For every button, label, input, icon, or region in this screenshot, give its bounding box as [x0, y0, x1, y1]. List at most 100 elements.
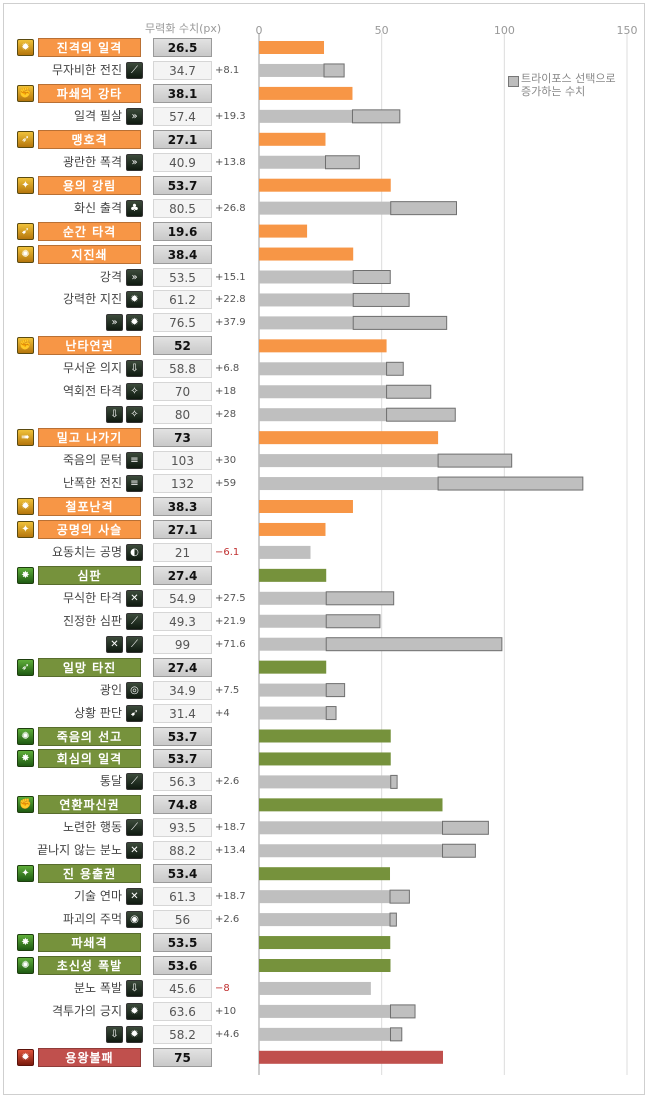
bar-increase — [351, 109, 401, 124]
iron-cannon-icon: ✹ — [17, 498, 34, 515]
delta-label: +4.6 — [215, 1028, 240, 1040]
value-cell: 61.3 — [153, 887, 212, 907]
push-forward-icon: ➠ — [17, 429, 34, 447]
bar-base — [259, 1004, 391, 1018]
delta-label: +13.4 — [215, 845, 246, 857]
value-cell: 99 — [153, 634, 212, 654]
value-cell: 58.8 — [153, 359, 212, 379]
value-cell: 132 — [153, 474, 212, 494]
fighters-pride-icon: ✹ — [126, 1002, 143, 1020]
value-cell: 54.9 — [153, 588, 212, 608]
bar — [259, 339, 387, 353]
bar-base — [259, 454, 439, 468]
supernova-icon: ✺ — [17, 957, 34, 974]
bar-base — [259, 293, 354, 307]
value-cell: 53.5 — [153, 933, 212, 953]
value-cell: 49.3 — [153, 611, 212, 631]
tripod-label: 상황 판단 — [74, 705, 122, 720]
legend-swatch — [508, 76, 519, 87]
value-cell: 38.3 — [153, 497, 212, 516]
bar-base — [259, 155, 326, 169]
skill-label: 철포난격 — [38, 497, 141, 516]
skill-label: 심판 — [38, 565, 141, 585]
bar — [259, 132, 326, 146]
avatar-sortie-icon: ♣ — [126, 199, 143, 217]
tick-label: 50 — [375, 24, 389, 37]
tripod-label: 요동치는 공명 — [51, 544, 122, 559]
bar-base — [259, 821, 443, 835]
fearsome-will-icon: ⇩ — [126, 360, 143, 378]
value-cell: 57.4 — [153, 106, 212, 126]
violent-advance-icon: ≡ — [126, 475, 143, 493]
bar-increase — [352, 292, 410, 307]
delta-label: +26.8 — [215, 202, 246, 214]
bar-increase — [442, 820, 489, 835]
bar-increase — [390, 774, 398, 789]
value-cell: 34.9 — [153, 680, 212, 700]
dragon-king-icon: ✹ — [17, 1048, 34, 1066]
rage-burst-icon: ⇩ — [126, 979, 143, 997]
tiger-strike-icon: ➶ — [17, 130, 34, 148]
bar-base — [259, 362, 387, 376]
bar — [259, 522, 326, 536]
shatter-strike-icon: ✸ — [17, 934, 34, 952]
bar-base — [259, 637, 327, 651]
value-cell: 53.6 — [153, 956, 212, 975]
tripod-label: 끝나지 않는 분노 — [37, 843, 122, 858]
delta-label: +2.6 — [215, 914, 240, 926]
skill-label: 파쇄격 — [38, 933, 141, 953]
flurry-fist-icon: ✊ — [17, 337, 34, 355]
dash-strike-icon: ✹ — [17, 39, 34, 56]
tripod-label: 강격 — [99, 269, 122, 284]
value-cell: 53.4 — [153, 864, 212, 884]
rage-burst-icon: ⇩ — [106, 1025, 123, 1043]
skill-label: 연환파신권 — [38, 795, 141, 815]
value-cell: 38.1 — [153, 83, 212, 103]
delta-label: +71.6 — [215, 638, 246, 650]
bar-increase — [386, 407, 456, 422]
delta-label: +8.1 — [215, 64, 240, 76]
bar — [259, 86, 353, 100]
value-cell: 103 — [153, 451, 212, 471]
strong-earthquake-icon: ✹ — [126, 291, 143, 309]
delta-label: +21.9 — [215, 615, 246, 627]
value-cell: 93.5 — [153, 818, 212, 838]
bar-base — [259, 913, 391, 927]
tick-label: 150 — [617, 24, 638, 37]
tick-label: 0 — [256, 24, 263, 37]
chain-shatter-fist-icon: ✊ — [17, 796, 34, 814]
delta-label: +10 — [215, 1005, 237, 1017]
value-cell: 27.4 — [153, 565, 212, 585]
bar-increase — [325, 591, 395, 606]
delta-label: +37.9 — [215, 317, 246, 329]
bar-increase — [325, 706, 337, 721]
bar — [259, 959, 391, 972]
value-cell: 31.4 — [153, 703, 212, 723]
crushing-blow-icon: ✊ — [17, 84, 34, 102]
bar-base — [259, 591, 327, 605]
fist-of-destruction-icon: ◉ — [126, 911, 143, 929]
bar — [259, 1050, 443, 1064]
tripod-label: 무서운 의지 — [62, 361, 122, 376]
value-cell: 75 — [153, 1047, 212, 1067]
bar-base — [259, 614, 327, 628]
value-cell: 52 — [153, 336, 212, 356]
delta-label: +18.7 — [215, 891, 246, 903]
bar — [259, 752, 391, 766]
value-cell: 45.6 — [153, 978, 212, 998]
skilled-action-icon: ⟋ — [126, 819, 143, 837]
value-cell: 88.2 — [153, 841, 212, 861]
value-cell: 53.7 — [153, 749, 212, 769]
delta-label: +4 — [215, 707, 230, 719]
tripod-label: 화신 출격 — [74, 200, 122, 215]
bar-increase — [390, 201, 457, 216]
value-cell: 53.7 — [153, 175, 212, 195]
value-cell: 27.1 — [153, 519, 212, 539]
delta-label: +13.8 — [215, 156, 246, 168]
bar-base — [259, 201, 391, 215]
bar-base — [259, 477, 439, 491]
dragon-descent-icon: ✦ — [17, 176, 34, 194]
tripod-label: 기술 연마 — [74, 889, 122, 904]
bar — [259, 178, 391, 192]
skill-label: 난타연권 — [38, 336, 141, 356]
